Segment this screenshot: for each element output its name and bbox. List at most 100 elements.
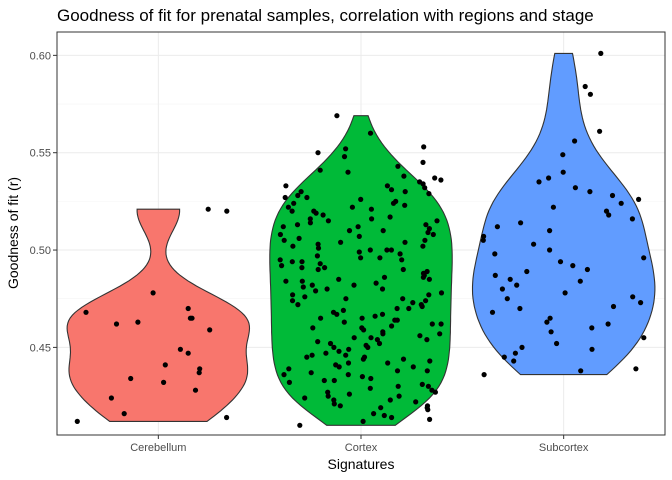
data-point-cortex bbox=[330, 309, 337, 315]
data-point-subcortex bbox=[577, 278, 583, 284]
data-point-subcortex bbox=[562, 290, 568, 296]
data-point-cortex bbox=[294, 222, 301, 228]
y-tick-label: 0.55 bbox=[30, 148, 51, 160]
data-point-cortex bbox=[367, 385, 373, 391]
data-point-cortex bbox=[351, 335, 357, 341]
data-point-cortex bbox=[318, 315, 324, 321]
data-point-cortex bbox=[336, 276, 342, 282]
data-point-cortex bbox=[359, 325, 365, 331]
data-point-cortex bbox=[400, 266, 406, 273]
data-point-cortex bbox=[424, 368, 430, 374]
data-point-cortex bbox=[285, 204, 291, 210]
data-point-cortex bbox=[419, 381, 425, 387]
data-point-cortex bbox=[283, 278, 289, 284]
data-point-cortex bbox=[379, 311, 386, 317]
data-point-cortex bbox=[410, 300, 416, 306]
data-point-cortex bbox=[365, 344, 371, 350]
data-point-subcortex bbox=[572, 138, 578, 144]
data-point-cortex bbox=[325, 393, 331, 399]
data-point-subcortex bbox=[638, 300, 644, 306]
data-point-cortex bbox=[341, 154, 348, 160]
data-point-cortex bbox=[368, 375, 374, 382]
data-point-cortex bbox=[420, 159, 426, 165]
data-point-subcortex bbox=[519, 344, 525, 350]
data-point-cortex bbox=[346, 391, 352, 397]
data-point-cortex bbox=[438, 321, 444, 327]
data-point-cortex bbox=[400, 296, 406, 302]
data-point-cortex bbox=[368, 206, 374, 212]
data-point-cortex bbox=[343, 146, 349, 152]
data-point-cortex bbox=[423, 298, 429, 304]
data-point-cortex bbox=[395, 163, 401, 169]
data-point-subcortex bbox=[536, 179, 542, 185]
data-point-cortex bbox=[290, 292, 296, 298]
x-axis-title: Signatures bbox=[328, 456, 395, 472]
data-point-subcortex bbox=[481, 372, 487, 378]
data-point-cerebellum bbox=[224, 414, 230, 421]
data-point-cerebellum bbox=[162, 362, 168, 368]
y-tick-label: 0.50 bbox=[30, 245, 51, 257]
data-point-cortex bbox=[346, 346, 352, 352]
data-point-cortex bbox=[334, 113, 340, 119]
data-point-subcortex bbox=[641, 335, 647, 341]
data-point-cortex bbox=[395, 383, 401, 389]
data-point-cortex bbox=[429, 321, 435, 327]
data-point-cortex bbox=[346, 228, 353, 234]
data-point-cortex bbox=[356, 233, 362, 239]
data-point-cortex bbox=[381, 412, 387, 419]
data-point-subcortex bbox=[587, 91, 594, 97]
data-point-cortex bbox=[325, 389, 331, 395]
data-point-cortex bbox=[341, 319, 347, 325]
data-point-cortex bbox=[343, 296, 349, 302]
data-point-cortex bbox=[367, 130, 374, 136]
data-point-subcortex bbox=[517, 305, 523, 312]
data-point-cerebellum bbox=[128, 375, 134, 382]
data-point-cortex bbox=[295, 302, 301, 308]
data-point-cortex bbox=[369, 216, 375, 222]
data-point-subcortex bbox=[589, 346, 595, 352]
data-point-cortex bbox=[333, 362, 339, 368]
data-point-cortex bbox=[378, 405, 384, 411]
data-point-cortex bbox=[309, 282, 315, 288]
data-point-subcortex bbox=[554, 340, 560, 347]
data-point-cortex bbox=[322, 265, 328, 271]
data-point-cortex bbox=[324, 286, 330, 292]
data-point-cortex bbox=[315, 339, 321, 345]
data-point-subcortex bbox=[597, 128, 603, 134]
data-point-cortex bbox=[331, 397, 337, 403]
data-point-cortex bbox=[309, 352, 315, 358]
data-point-cortex bbox=[321, 377, 327, 384]
data-point-subcortex bbox=[550, 204, 557, 210]
data-point-cortex bbox=[325, 218, 331, 224]
data-point-cerebellum bbox=[207, 327, 213, 333]
data-point-cortex bbox=[308, 370, 314, 376]
data-point-cortex bbox=[393, 198, 399, 204]
data-point-cortex bbox=[317, 167, 323, 173]
data-point-cortex bbox=[426, 276, 432, 282]
data-point-subcortex bbox=[584, 266, 591, 273]
data-point-cortex bbox=[410, 364, 416, 370]
data-point-cortex bbox=[371, 411, 377, 417]
data-point-cortex bbox=[421, 144, 427, 150]
data-point-cortex bbox=[368, 335, 374, 341]
data-point-cortex bbox=[374, 337, 380, 343]
data-point-cortex bbox=[315, 241, 321, 247]
data-point-cortex bbox=[315, 266, 321, 273]
data-point-subcortex bbox=[605, 321, 611, 327]
data-point-cortex bbox=[389, 414, 395, 421]
data-point-subcortex bbox=[480, 237, 486, 243]
data-point-cortex bbox=[387, 214, 393, 220]
data-point-cortex bbox=[425, 229, 431, 236]
data-point-subcortex bbox=[531, 241, 537, 247]
data-point-cortex bbox=[425, 383, 431, 389]
data-point-subcortex bbox=[598, 50, 604, 57]
data-point-subcortex bbox=[606, 212, 612, 218]
data-points bbox=[74, 50, 647, 428]
data-point-cortex bbox=[427, 358, 433, 364]
data-point-cortex bbox=[302, 395, 308, 401]
data-point-cortex bbox=[423, 222, 429, 228]
data-point-cortex bbox=[385, 360, 391, 366]
data-point-subcortex bbox=[544, 319, 550, 325]
data-point-cortex bbox=[360, 418, 366, 424]
data-point-cortex bbox=[379, 286, 386, 292]
